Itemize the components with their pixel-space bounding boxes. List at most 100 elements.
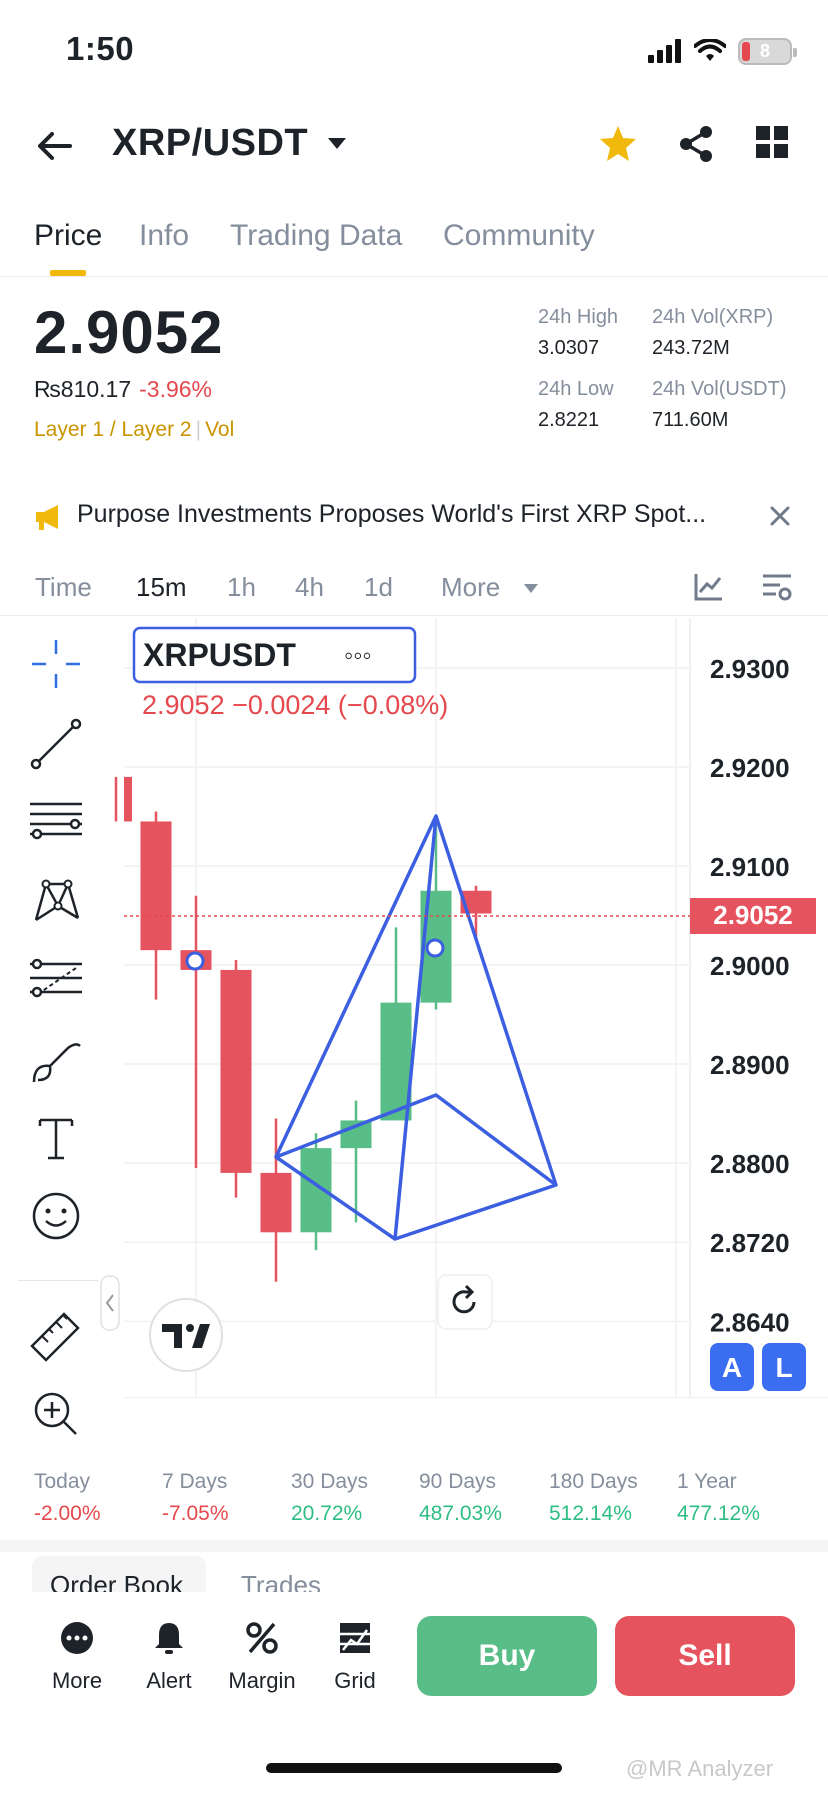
close-icon[interactable] bbox=[768, 504, 792, 528]
interval-bar: Time 15m 1h 4h 1d More bbox=[0, 562, 828, 616]
legend-values: 2.9052 −0.0024 (−0.08%) bbox=[142, 690, 448, 720]
interval-time[interactable]: Time bbox=[35, 572, 92, 602]
period-performance: Today -2.00% 7 Days -7.05% 30 Days 20.72… bbox=[0, 1470, 828, 1540]
last-price: 2.9052 bbox=[34, 299, 224, 366]
candle-body bbox=[460, 890, 492, 914]
news-banner[interactable]: Purpose Investments Proposes World's Fir… bbox=[0, 492, 828, 544]
bottom-action-bar: More Alert Margin Grid Buy Sell bbox=[0, 1592, 828, 1712]
brush-icon[interactable] bbox=[28, 1034, 84, 1090]
last-price-tag bbox=[690, 898, 816, 934]
trend-line-icon[interactable] bbox=[28, 716, 84, 772]
back-arrow-icon[interactable] bbox=[32, 124, 76, 168]
tradingview-logo-icon bbox=[149, 1298, 223, 1372]
chart-legend[interactable]: XRPUSDT ◦◦◦ bbox=[132, 626, 417, 684]
period-90-days: 90 Days 487.03% bbox=[419, 1470, 502, 1525]
fib-icon[interactable] bbox=[28, 954, 84, 1010]
auto-scale-button[interactable]: A bbox=[710, 1343, 754, 1391]
legend-menu-icon[interactable]: ◦◦◦ bbox=[344, 640, 372, 670]
emoji-icon[interactable] bbox=[28, 1188, 84, 1244]
sell-button[interactable]: Sell bbox=[615, 1616, 795, 1696]
chart-settings-icon[interactable] bbox=[760, 570, 794, 604]
pair-title[interactable]: XRP/USDT bbox=[112, 122, 309, 164]
active-tab-indicator bbox=[50, 270, 86, 276]
percent-icon bbox=[246, 1622, 278, 1654]
star-icon[interactable] bbox=[598, 124, 638, 164]
y-tick-label: 2.9100 bbox=[710, 852, 790, 882]
interval-4h[interactable]: 4h bbox=[295, 572, 324, 602]
candle-body bbox=[380, 1002, 412, 1121]
tab-price[interactable]: Price bbox=[34, 219, 103, 252]
drawing-shape[interactable] bbox=[185, 814, 558, 1241]
candle[interactable] bbox=[460, 885, 492, 941]
more-caret-icon[interactable] bbox=[524, 584, 538, 593]
interval-1h[interactable]: 1h bbox=[227, 572, 256, 602]
y-tick-label: 2.9000 bbox=[710, 951, 790, 981]
interval-more[interactable]: More bbox=[441, 572, 501, 602]
price-change: -3.96% bbox=[139, 376, 212, 402]
signal-icon bbox=[648, 39, 681, 63]
section-divider bbox=[0, 1540, 828, 1552]
interval-1d[interactable]: 1d bbox=[364, 572, 393, 602]
y-tick-label: 2.8720 bbox=[710, 1228, 790, 1258]
candle[interactable] bbox=[114, 776, 132, 822]
interval-15m[interactable]: 15m bbox=[136, 572, 187, 602]
candle-body bbox=[140, 821, 172, 951]
buy-button[interactable]: Buy bbox=[417, 1616, 597, 1696]
candle-body bbox=[220, 969, 252, 1173]
status-time: 1:50 bbox=[66, 30, 135, 67]
margin-button[interactable]: Margin bbox=[217, 1620, 307, 1694]
collapse-handle[interactable] bbox=[100, 1275, 120, 1331]
alert-button[interactable]: Alert bbox=[124, 1620, 214, 1694]
candle[interactable] bbox=[220, 960, 252, 1198]
tab-trading-data[interactable]: Trading Data bbox=[230, 219, 403, 252]
period-today: Today -2.00% bbox=[34, 1470, 101, 1525]
horizontal-lines-icon[interactable] bbox=[28, 794, 84, 850]
grid-button[interactable]: Grid bbox=[310, 1620, 400, 1694]
pattern-icon[interactable] bbox=[28, 874, 84, 930]
reset-chart-button[interactable] bbox=[437, 1274, 493, 1330]
local-price: ₨810.17 bbox=[34, 376, 132, 402]
candle-body bbox=[260, 1172, 292, 1233]
tag-vol[interactable]: Vol bbox=[205, 418, 235, 441]
ruler-icon[interactable] bbox=[28, 1306, 84, 1362]
candle[interactable] bbox=[140, 811, 172, 1000]
y-tick-label: 2.9200 bbox=[710, 753, 790, 783]
grid-trading-icon bbox=[340, 1623, 370, 1653]
battery-icon: 8 bbox=[738, 37, 797, 65]
tag-layer[interactable]: Layer 1 / Layer 2 bbox=[34, 418, 192, 441]
log-scale-button[interactable]: L bbox=[762, 1343, 806, 1391]
legend-symbol: XRPUSDT bbox=[143, 637, 296, 673]
candle[interactable] bbox=[180, 895, 212, 1168]
more-icon bbox=[61, 1622, 93, 1654]
stat-24h-vol-xrp: 24h Vol(XRP) 243.72M bbox=[652, 306, 774, 359]
news-text[interactable]: Purpose Investments Proposes World's Fir… bbox=[77, 500, 707, 528]
period-180-days: 180 Days 512.14% bbox=[549, 1470, 638, 1525]
y-tick-label: 2.8800 bbox=[710, 1149, 790, 1179]
tab-community[interactable]: Community bbox=[443, 219, 595, 252]
crosshair-icon[interactable] bbox=[28, 636, 84, 692]
candlestick-chart[interactable]: XRPUSDT ◦◦◦ 2.9052 −0.0024 (−0.08%) 2.90… bbox=[0, 618, 828, 1398]
status-bar: 1:50 8 bbox=[0, 0, 828, 100]
drawing-toolbar bbox=[18, 620, 98, 1440]
indicator-icon[interactable] bbox=[692, 570, 726, 604]
more-button[interactable]: More bbox=[32, 1620, 122, 1694]
svg-text:A: A bbox=[722, 1352, 742, 1383]
share-icon[interactable] bbox=[676, 124, 716, 164]
candle[interactable] bbox=[260, 1118, 292, 1282]
tab-info[interactable]: Info bbox=[139, 219, 190, 252]
anchor-point[interactable] bbox=[185, 951, 205, 971]
home-indicator[interactable] bbox=[266, 1763, 562, 1773]
stat-24h-vol-usdt: 24h Vol(USDT) 711.60M bbox=[652, 378, 787, 431]
zoom-in-icon[interactable] bbox=[28, 1386, 84, 1442]
grid-icon[interactable] bbox=[756, 126, 788, 158]
y-tick-label: 2.9300 bbox=[710, 654, 790, 684]
candle[interactable] bbox=[380, 927, 412, 1121]
watermark: @MR Analyzer bbox=[626, 1756, 774, 1781]
chevron-down-icon[interactable] bbox=[328, 138, 346, 149]
svg-text:L: L bbox=[775, 1352, 792, 1383]
anchor-point[interactable] bbox=[425, 938, 445, 958]
bell-icon bbox=[155, 1623, 183, 1654]
text-tool-icon[interactable] bbox=[28, 1110, 84, 1166]
y-tick-label: 2.8900 bbox=[710, 1050, 790, 1080]
battery-level: 8 bbox=[759, 40, 770, 61]
